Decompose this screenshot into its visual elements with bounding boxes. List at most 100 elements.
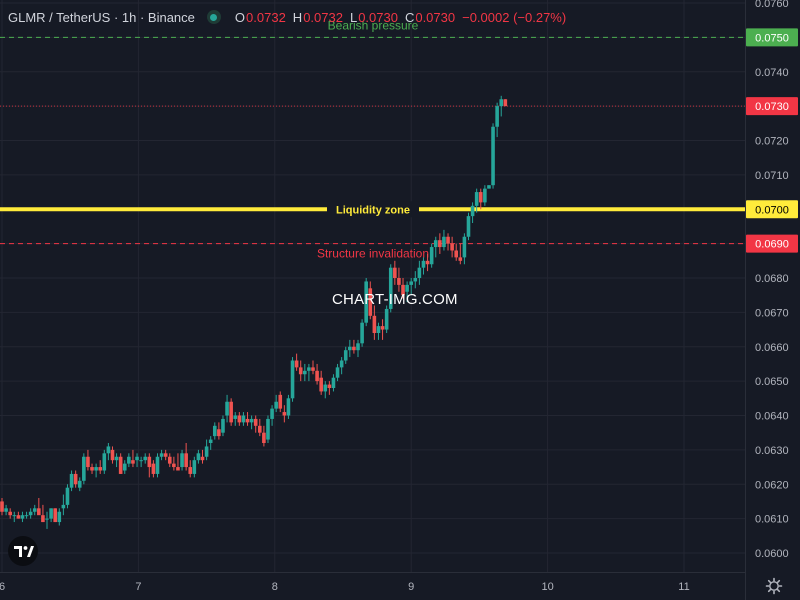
candle (37, 498, 41, 516)
level-label-bg-liquidity-zone (327, 201, 419, 218)
open-key: O (234, 9, 246, 25)
time-tick-label: 9 (408, 581, 414, 593)
candle (270, 405, 274, 426)
candle (450, 236, 454, 258)
price-tag-label-structure-invalidation: 0.0690 (755, 239, 789, 251)
low-key: L (349, 9, 358, 25)
candle-body (53, 508, 57, 523)
candle (90, 463, 94, 474)
candle-body (311, 367, 315, 371)
tradingview-logo-icon[interactable] (8, 536, 38, 566)
candle-body (474, 192, 479, 206)
candle-body (327, 384, 332, 388)
time-tick-label: 11 (678, 581, 689, 593)
candle-body (397, 278, 401, 285)
candle (28, 508, 33, 519)
candle (77, 477, 82, 492)
watermark: CHART-IMG.COM (332, 291, 458, 308)
candle-body (253, 418, 258, 426)
candle-body (127, 456, 131, 464)
candle (127, 453, 131, 468)
candle-body (159, 453, 164, 457)
candle-body (98, 467, 103, 471)
candle (462, 233, 467, 265)
candle-body (188, 467, 193, 474)
candle (241, 412, 246, 426)
candle (372, 305, 377, 340)
candle (143, 453, 148, 464)
candle-body (405, 284, 409, 292)
candle-body (298, 367, 303, 375)
candle (69, 470, 74, 492)
price-tick-label: 0.0660 (755, 342, 789, 354)
candle (184, 443, 188, 471)
candle-body (204, 446, 209, 457)
candle (376, 322, 381, 340)
candle-body (376, 326, 381, 333)
candle-body (433, 240, 438, 248)
candle-body (0, 501, 4, 512)
candle-body (409, 281, 413, 285)
candle (229, 398, 233, 426)
candle (454, 243, 459, 261)
candle (360, 319, 364, 347)
candle (188, 460, 193, 478)
candle-body (429, 247, 434, 265)
candle-body (384, 308, 389, 330)
price-tick-label: 0.0710 (755, 170, 789, 182)
candle (192, 456, 197, 478)
level-label-bearish-pressure: Bearish pressure (328, 18, 419, 32)
close-value: 0.0730 (415, 9, 456, 25)
gear-icon[interactable] (765, 577, 783, 595)
candle (233, 412, 238, 426)
price-tick-label: 0.0640 (755, 411, 789, 423)
level-label-liquidity-zone: Liquidity zone (336, 204, 410, 216)
candle (487, 185, 491, 189)
candle-body (172, 463, 176, 468)
candle-body (155, 456, 160, 474)
candle-body (352, 346, 356, 351)
candle (331, 374, 336, 392)
candle (294, 353, 299, 371)
candle-body (290, 360, 295, 399)
candle-body (470, 205, 475, 217)
candle-body (143, 456, 148, 461)
candle-body (151, 463, 156, 474)
candle (397, 267, 401, 292)
candle-body (478, 192, 483, 203)
candle-body (41, 515, 45, 523)
candle-body (335, 367, 340, 378)
candle-body (303, 370, 307, 375)
candle-body (483, 188, 487, 203)
candle-body (319, 377, 323, 392)
candle-body (417, 267, 422, 278)
candle-body (86, 456, 90, 468)
candle (380, 319, 385, 340)
level-label-structure-invalidation: Structure invalidation (317, 247, 429, 261)
candle (499, 95, 504, 117)
price-tick-label: 0.0740 (755, 67, 789, 79)
low-value: 0.0730 (358, 9, 398, 25)
candle (388, 264, 393, 313)
candle-body (343, 350, 348, 361)
candle-body (450, 243, 454, 251)
price-tick-label: 0.0610 (755, 514, 789, 526)
candle-body (102, 453, 107, 471)
candle (348, 339, 352, 358)
candle-body (495, 106, 499, 127)
candle-body (438, 240, 442, 248)
candle (393, 260, 397, 285)
candle-body (184, 453, 188, 468)
candle (86, 449, 90, 471)
candle (163, 449, 168, 461)
candle-body (237, 415, 242, 423)
candle (114, 453, 119, 468)
symbol-title[interactable]: GLMR / TetherUS · 1h · Binance (8, 9, 195, 25)
candle-body (217, 429, 221, 437)
candle (49, 508, 53, 523)
candle-body (307, 367, 311, 371)
candle (405, 281, 409, 303)
candle-body (82, 456, 86, 481)
